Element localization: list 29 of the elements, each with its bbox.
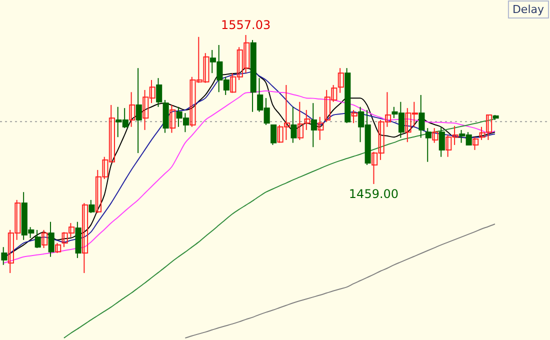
candlestick <box>1 246 8 266</box>
candlestick <box>82 202 88 274</box>
candlestick <box>136 68 142 154</box>
candlestick <box>486 114 492 140</box>
annotation: 1557.03 <box>220 18 271 32</box>
candlestick <box>479 126 486 140</box>
candlestick <box>304 109 310 130</box>
candlestick <box>34 229 41 249</box>
candlestick <box>425 128 432 162</box>
candlestick <box>48 221 54 258</box>
candlestick <box>129 92 136 128</box>
candlestick <box>432 128 438 144</box>
candlestick <box>297 101 304 140</box>
annotation: 1459.00 <box>348 187 399 201</box>
candlestick <box>472 136 479 150</box>
candlestick <box>318 116 324 140</box>
candlestick <box>351 109 358 124</box>
candlestick <box>270 124 277 146</box>
candlestick <box>338 68 344 94</box>
candlestick <box>438 126 445 158</box>
candlestick <box>88 199 95 214</box>
candlestick <box>156 78 162 108</box>
candlestick <box>290 106 297 144</box>
candlestick <box>310 102 317 148</box>
delay-label-box: Delay <box>508 0 549 18</box>
candlestick <box>418 94 425 138</box>
candlestick <box>55 242 62 254</box>
candlestick <box>42 229 48 249</box>
candlestick <box>170 104 176 134</box>
